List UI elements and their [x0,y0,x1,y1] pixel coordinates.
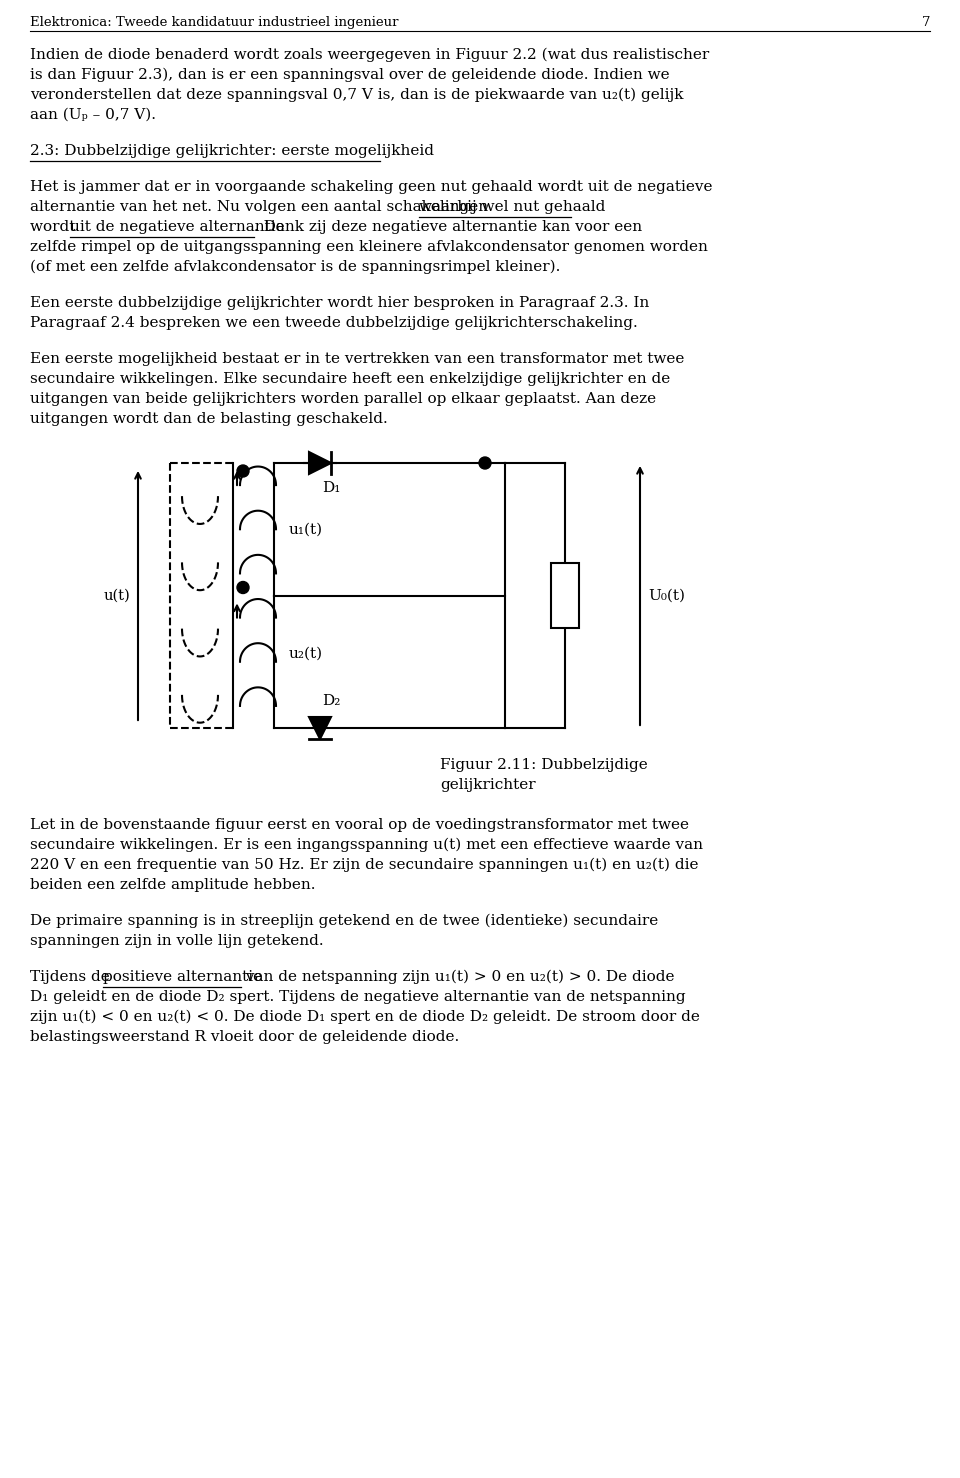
Text: Let in de bovenstaande figuur eerst en vooral op de voedingstransformator met tw: Let in de bovenstaande figuur eerst en v… [30,817,689,832]
Text: spanningen zijn in volle lijn getekend.: spanningen zijn in volle lijn getekend. [30,934,324,947]
Circle shape [237,466,249,477]
Bar [551,563,579,628]
Text: Paragraaf 2.4 bespreken we een tweede dubbelzijdige gelijkrichterschakeling.: Paragraaf 2.4 bespreken we een tweede du… [30,316,637,330]
Circle shape [479,457,491,469]
Text: Figuur 2.11: Dubbelzijdige: Figuur 2.11: Dubbelzijdige [440,758,648,772]
Text: gelijkrichter: gelijkrichter [440,777,536,792]
Text: secundaire wikkelingen. Elke secundaire heeft een enkelzijdige gelijkrichter en : secundaire wikkelingen. Elke secundaire … [30,372,670,386]
Text: u₂(t): u₂(t) [289,647,324,661]
Text: positieve alternantie: positieve alternantie [103,970,262,984]
Text: u₁(t): u₁(t) [289,522,324,537]
Text: is dan Figuur 2.3), dan is er een spanningsval over de geleidende diode. Indien : is dan Figuur 2.3), dan is er een spanni… [30,68,670,83]
Text: 7: 7 [922,16,930,30]
Text: Tijdens de: Tijdens de [30,970,114,984]
Text: 2.3: Dubbelzijdige gelijkrichter: eerste mogelijkheid: 2.3: Dubbelzijdige gelijkrichter: eerste… [30,143,434,158]
Polygon shape [309,452,331,474]
Text: U₀(t): U₀(t) [648,588,685,603]
Text: 220 V en een frequentie van 50 Hz. Er zijn de secundaire spanningen u₁(t) en u₂(: 220 V en een frequentie van 50 Hz. Er zi… [30,859,699,872]
Circle shape [237,581,249,594]
Text: Elektronica: Tweede kandidatuur industrieel ingenieur: Elektronica: Tweede kandidatuur industri… [30,16,398,30]
Text: uit de negatieve alternantie: uit de negatieve alternantie [69,220,284,234]
Text: uitgangen wordt dan de belasting geschakeld.: uitgangen wordt dan de belasting geschak… [30,412,388,426]
Text: De primaire spanning is in streeplijn getekend en de twee (identieke) secundaire: De primaire spanning is in streeplijn ge… [30,913,659,928]
Text: D₁ geleidt en de diode D₂ spert. Tijdens de negatieve alternantie van de netspan: D₁ geleidt en de diode D₂ spert. Tijdens… [30,990,685,1004]
Text: D₂: D₂ [322,695,341,708]
Text: van de netspanning zijn u₁(t) > 0 en u₂(t) > 0. De diode: van de netspanning zijn u₁(t) > 0 en u₂(… [241,970,675,984]
Text: aan (Uₚ – 0,7 V).: aan (Uₚ – 0,7 V). [30,108,156,123]
Text: (of met een zelfde afvlakcondensator is de spanningsrimpel kleiner).: (of met een zelfde afvlakcondensator is … [30,260,561,275]
Text: waarbij wel nut gehaald: waarbij wel nut gehaald [420,200,606,214]
Text: . Dank zij deze negatieve alternantie kan voor een: . Dank zij deze negatieve alternantie ka… [254,220,642,234]
Text: zijn u₁(t) < 0 en u₂(t) < 0. De diode D₁ spert en de diode D₂ geleidt. De stroom: zijn u₁(t) < 0 en u₂(t) < 0. De diode D₁… [30,1009,700,1024]
Text: Een eerste dubbelzijdige gelijkrichter wordt hier besproken in Paragraaf 2.3. In: Een eerste dubbelzijdige gelijkrichter w… [30,296,649,310]
Text: secundaire wikkelingen. Er is een ingangsspanning u(t) met een effectieve waarde: secundaire wikkelingen. Er is een ingang… [30,838,703,853]
Text: wordt: wordt [30,220,81,234]
Text: u(t): u(t) [104,588,130,603]
Text: beiden een zelfde amplitude hebben.: beiden een zelfde amplitude hebben. [30,878,316,893]
Text: zelfde rimpel op de uitgangsspanning een kleinere afvlakcondensator genomen word: zelfde rimpel op de uitgangsspanning een… [30,239,708,254]
Text: veronderstellen dat deze spanningsval 0,7 V is, dan is de piekwaarde van u₂(t) g: veronderstellen dat deze spanningsval 0,… [30,89,684,102]
Polygon shape [309,717,331,739]
Text: Het is jammer dat er in voorgaande schakeling geen nut gehaald wordt uit de nega: Het is jammer dat er in voorgaande schak… [30,180,712,194]
Text: belastingsweerstand R vloeit door de geleidende diode.: belastingsweerstand R vloeit door de gel… [30,1030,459,1043]
Text: alternantie van het net. Nu volgen een aantal schakelingen: alternantie van het net. Nu volgen een a… [30,200,493,214]
Text: uitgangen van beide gelijkrichters worden parallel op elkaar geplaatst. Aan deze: uitgangen van beide gelijkrichters worde… [30,392,656,406]
Text: Indien de diode benaderd wordt zoals weergegeven in Figuur 2.2 (wat dus realisti: Indien de diode benaderd wordt zoals wee… [30,47,709,62]
Text: D₁: D₁ [322,480,341,495]
Text: Een eerste mogelijkheid bestaat er in te vertrekken van een transformator met tw: Een eerste mogelijkheid bestaat er in te… [30,352,684,367]
